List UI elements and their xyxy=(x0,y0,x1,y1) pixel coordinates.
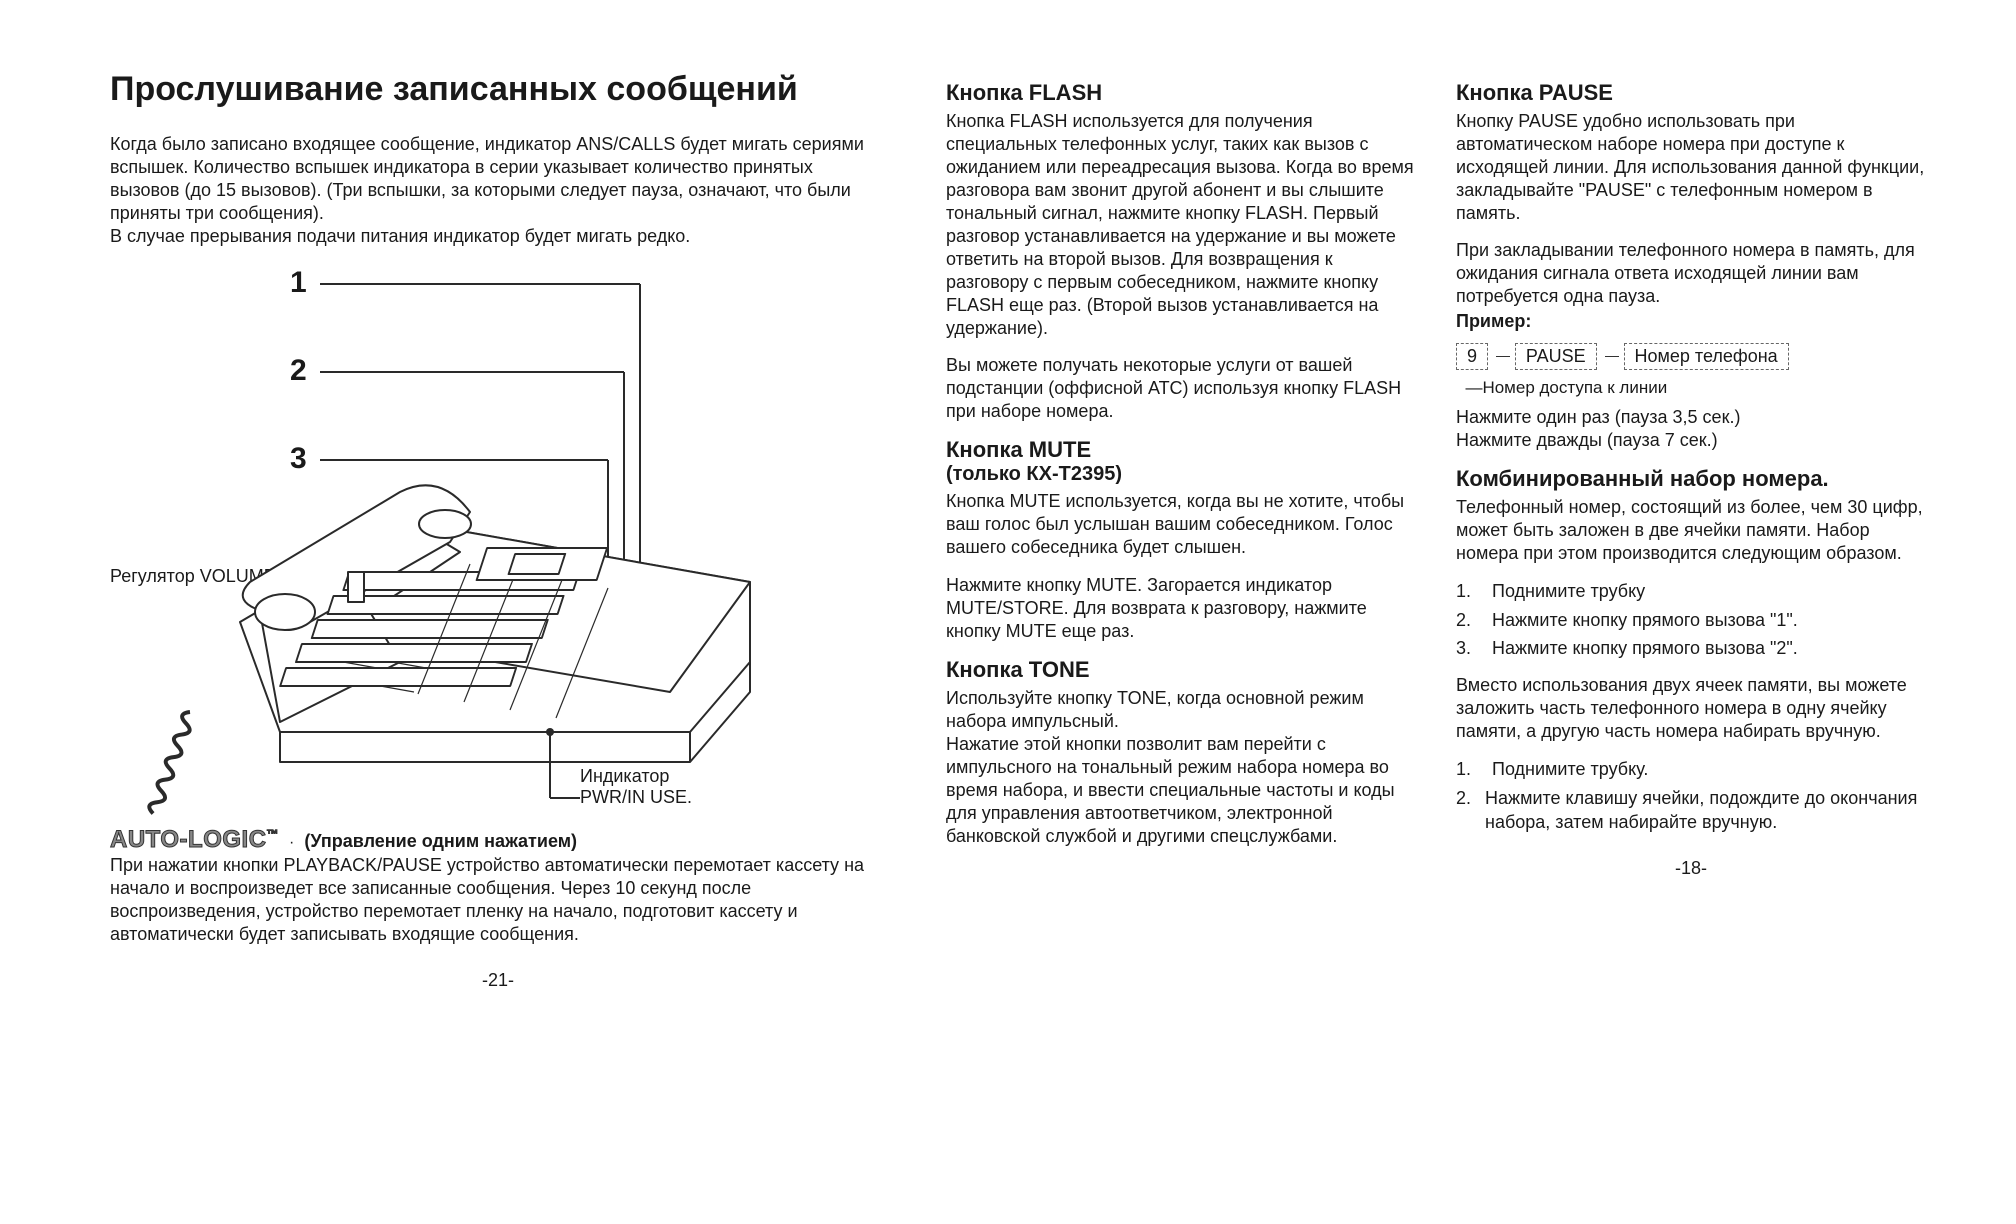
combo-p1: Телефонный номер, состоящий из более, че… xyxy=(1456,496,1926,565)
list-number: 2. xyxy=(1456,786,1471,835)
list-text: Поднимите трубку xyxy=(1492,579,1645,603)
page-number-left: -21- xyxy=(110,970,886,991)
pause-arrow-label: —Номер доступа к линии xyxy=(1456,378,1926,398)
tone-p1: Используйте кнопку TONE, когда основной … xyxy=(946,687,1416,848)
list-item: 2. Нажмите кнопку прямого вызова "1". xyxy=(1456,608,1926,632)
tm-mark: ™ xyxy=(267,827,280,841)
list-item: 1. Поднимите трубку xyxy=(1456,579,1926,603)
mute-p2: Нажмите кнопку MUTE. Загорается индикато… xyxy=(946,574,1416,643)
pause-box-pause: PAUSE xyxy=(1515,343,1597,370)
page-number-right: -18- xyxy=(1456,858,1926,879)
dash-icon xyxy=(1605,356,1619,357)
list-number: 3. xyxy=(1456,636,1478,660)
list-text: Нажмите кнопку прямого вызова "1". xyxy=(1492,608,1798,632)
pause-p3: Нажмите один раз (пауза 3,5 сек.) Нажмит… xyxy=(1456,406,1926,452)
pause-title: Кнопка PAUSE xyxy=(1456,80,1926,106)
pause-diagram: 9 PAUSE Номер телефона —Номер доступа к … xyxy=(1456,343,1926,398)
mute-title: Кнопка MUTE xyxy=(946,437,1416,463)
list-item: 2. Нажмите клавишу ячейки, подождите до о… xyxy=(1456,786,1926,835)
combo-list-1: 1. Поднимите трубку 2. Нажмите кнопку прямо… xyxy=(1456,579,1926,660)
intro-text: Когда было записано входящее сообщение, … xyxy=(110,133,886,248)
list-item: 3. Нажмите кнопку прямого вызова "2". xyxy=(1456,636,1926,660)
pause-example-label: Пример: xyxy=(1456,310,1926,333)
autologic-heading: AUTO-LOGIC™ · (Управление одним нажатием… xyxy=(110,826,886,854)
tone-title: Кнопка TONE xyxy=(946,657,1416,683)
flash-title: Кнопка FLASH xyxy=(946,80,1416,106)
pause-p1: Кнопку PAUSE удобно использовать при авт… xyxy=(1456,110,1926,225)
dash-icon xyxy=(1496,356,1510,357)
autologic-logo-text: AUTO-LOGIC xyxy=(110,826,267,853)
pause-box-9: 9 xyxy=(1456,343,1488,370)
mute-subtitle: (только КХ-Т2395) xyxy=(946,463,1416,486)
pause-arrow-text: —Номер доступа к линии xyxy=(1465,378,1667,397)
autologic-logo: AUTO-LOGIC™ xyxy=(110,826,279,854)
right-page: Кнопка FLASH Кнопка FLASH используется д… xyxy=(946,70,1926,1194)
combo-p2: Вместо использования двух ячеек памяти, … xyxy=(1456,674,1926,743)
pause-p2: При закладывании телефонного номера в па… xyxy=(1456,239,1926,308)
list-number: 2. xyxy=(1456,608,1478,632)
list-text: Нажмите клавишу ячейки, подождите до око… xyxy=(1485,786,1926,835)
right-column-1: Кнопка FLASH Кнопка FLASH используется д… xyxy=(946,70,1416,1194)
left-page: Прослушивание записанных сообщений Когда… xyxy=(110,70,886,1194)
combo-list-2: 1. Поднимите трубку. 2. Нажмите клавишу яче… xyxy=(1456,757,1926,834)
list-number: 1. xyxy=(1456,579,1478,603)
list-item: 1. Поднимите трубку. xyxy=(1456,757,1926,781)
flash-p1: Кнопка FLASH используется для получения … xyxy=(946,110,1416,340)
combo-title: Комбинированный набор номера. xyxy=(1456,466,1926,492)
phone-diagram: 1 2 3 Регулятор VOLUME Индикатор PWR/IN … xyxy=(110,262,870,822)
list-number: 1. xyxy=(1456,757,1478,781)
mute-p1: Кнопка MUTE используется, когда вы не хо… xyxy=(946,490,1416,559)
autologic-body: При нажатии кнопки PLAYBACK/PAUSE устрой… xyxy=(110,854,886,946)
autologic-subtitle: (Управление одним нажатием) xyxy=(304,831,577,852)
list-text: Поднимите трубку. xyxy=(1492,757,1648,781)
flash-p2: Вы можете получать некоторые услуги от в… xyxy=(946,354,1416,423)
list-text: Нажмите кнопку прямого вызова "2". xyxy=(1492,636,1798,660)
page-title: Прослушивание записанных сообщений xyxy=(110,70,886,109)
dot-icon: · xyxy=(289,834,294,852)
pause-box-num: Номер телефона xyxy=(1624,343,1789,370)
right-column-2: Кнопка PAUSE Кнопку PAUSE удобно использ… xyxy=(1456,70,1926,1194)
